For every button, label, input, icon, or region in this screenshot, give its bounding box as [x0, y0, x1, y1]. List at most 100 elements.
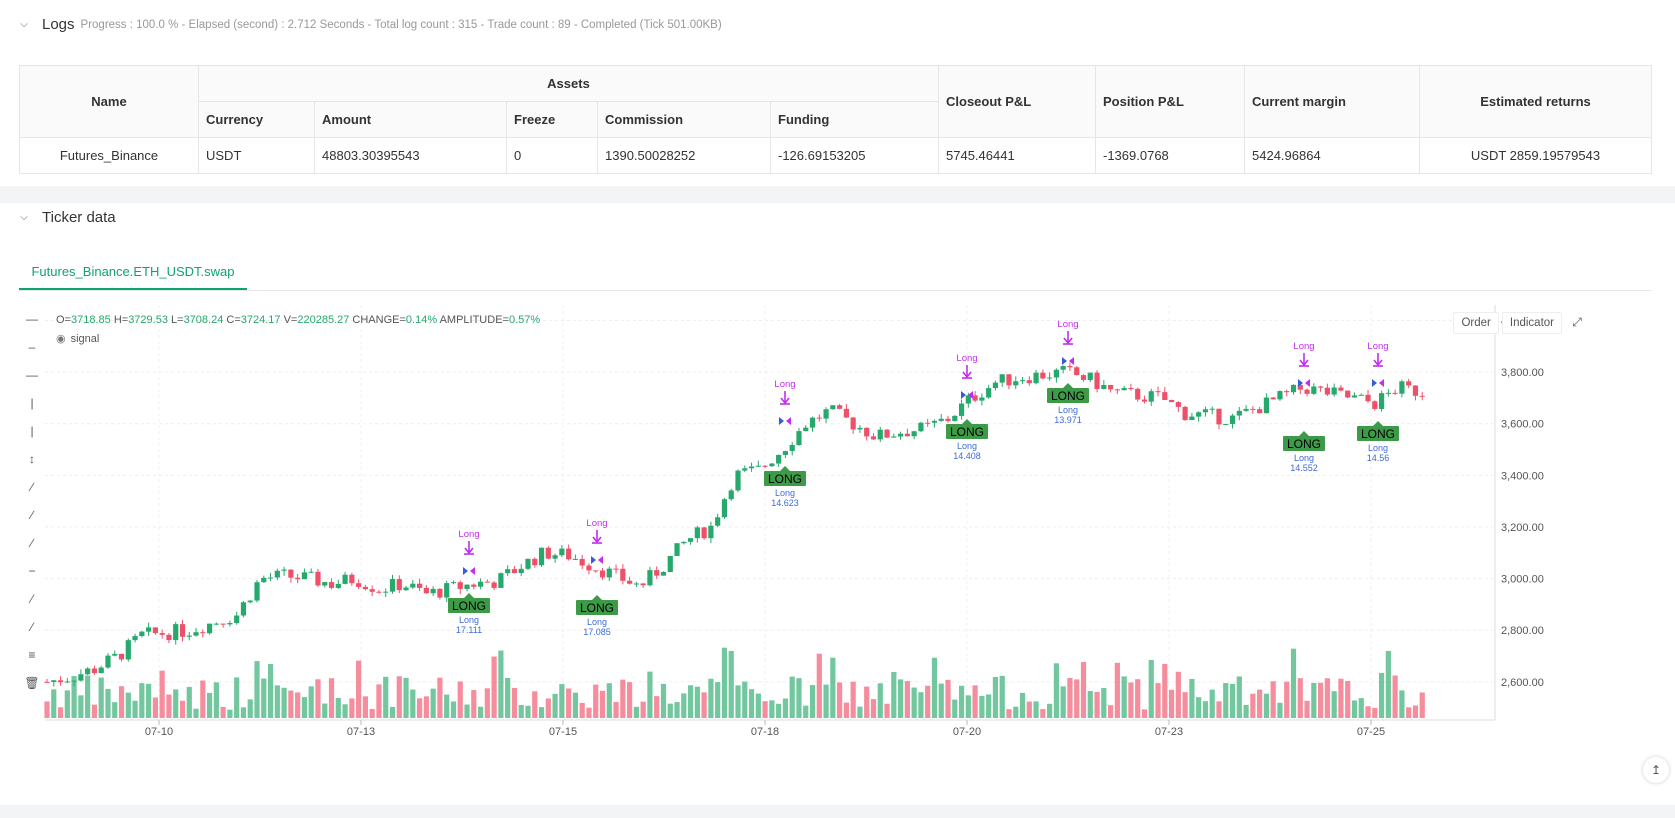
volume-bar [735, 685, 741, 718]
horizontal-lines-icon[interactable]: ≡ [28, 648, 36, 662]
parallel-channel-icon[interactable]: ⁄ [30, 592, 33, 606]
cell-closeout-pnl: 5745.46441 [938, 137, 1096, 174]
volume-bar [1101, 688, 1107, 718]
volume-bar [1019, 692, 1026, 718]
vertical-line-icon[interactable]: | [30, 424, 34, 438]
candle-body [383, 591, 389, 593]
candle-body [1087, 372, 1093, 380]
volume-bar [403, 677, 409, 718]
h-value: 3729.53 [128, 314, 168, 326]
horizontal-line-icon[interactable]: – [28, 340, 36, 354]
candle-body [559, 548, 565, 556]
candle-body [261, 577, 267, 583]
candle-body [1162, 392, 1168, 400]
candle-body [356, 583, 362, 587]
candle-body [444, 583, 450, 598]
candle-body [146, 627, 152, 632]
candle-body [234, 615, 240, 624]
tab-eth-usdt-swap[interactable]: Futures_Binance.ETH_USDT.swap [19, 254, 247, 290]
candle-body [586, 565, 592, 571]
price-line-icon[interactable]: − [28, 564, 36, 578]
volume-bar [1365, 706, 1371, 718]
horizontal-segment-icon[interactable]: — [26, 368, 38, 382]
candle-body [958, 403, 965, 416]
candle-body [789, 445, 795, 452]
candle-body [681, 541, 687, 544]
candle-body [98, 667, 104, 674]
long-badge-text: LONG [1051, 389, 1085, 403]
volume-bar [51, 689, 57, 718]
volume-bar [1148, 659, 1154, 718]
trend-line-icon[interactable]: ∕ [30, 480, 33, 494]
long-value-label: 14.552 [1290, 463, 1318, 473]
v-value: 220285.27 [297, 314, 350, 326]
entry-marker [470, 567, 475, 575]
l-label: L= [171, 314, 184, 326]
volume-bar [322, 703, 328, 718]
volume-bar [816, 653, 822, 718]
candle-body [1229, 415, 1236, 424]
fib-lines-icon[interactable]: ⁄ [30, 620, 33, 634]
expand-icon[interactable]: ⤢ [1572, 314, 1582, 329]
th-estimated-returns: Estimated returns [1419, 65, 1652, 138]
indicator-button[interactable]: Indicator [1501, 312, 1562, 334]
volume-bar [1378, 672, 1385, 718]
volume-bar [1290, 648, 1297, 718]
volume-bar [1155, 683, 1161, 718]
volume-bar [247, 699, 253, 718]
signal-legend[interactable]: ◉ signal [56, 332, 99, 346]
candle-body [1013, 381, 1019, 386]
ticker-header[interactable]: ⌵ Ticker data [18, 209, 115, 226]
long-badge [764, 471, 806, 486]
segment-line-icon[interactable]: ∕ [30, 536, 33, 550]
volume-bar [1006, 709, 1012, 718]
volume-bar [301, 697, 308, 718]
volume-bar [498, 650, 504, 718]
volume-bar [430, 688, 436, 718]
chevron-down-icon[interactable]: ⌵ [20, 19, 28, 30]
volume-bar [762, 701, 768, 718]
candle-body [1135, 388, 1141, 400]
volume-bar [532, 691, 538, 718]
candle-body [1202, 409, 1209, 413]
candlestick-chart[interactable]: 4,000.003,800.003,600.003,400.003,200.00… [19, 305, 1652, 795]
volume-bar [505, 678, 511, 718]
ohlc-readout: O=3718.85 H=3729.53 L=3708.24 C=3724.17 … [56, 314, 540, 326]
candle-body [1324, 387, 1330, 395]
signal-arrow-head [464, 547, 474, 555]
long-pointer [592, 595, 602, 600]
volume-bar [44, 701, 50, 718]
horizontal-ray-icon[interactable]: — [26, 312, 38, 326]
candle-body [532, 558, 538, 566]
candle-body [308, 571, 314, 573]
candle-body [715, 517, 721, 526]
candle-body [410, 583, 416, 588]
order-button[interactable]: Order [1453, 312, 1499, 334]
signal-arrow-head [1063, 337, 1073, 345]
scroll-top-button[interactable]: ↥ [1643, 757, 1669, 783]
volume-bar [1182, 692, 1188, 718]
chevron-down-icon[interactable]: ⌵ [20, 212, 28, 223]
volume-bar [457, 681, 463, 718]
chart-area[interactable]: 4,000.003,800.003,600.003,400.003,200.00… [19, 305, 1652, 795]
long-badge-text: LONG [1361, 427, 1395, 441]
vertical-segment-icon[interactable]: ↕ [29, 452, 35, 466]
candle-body [295, 577, 301, 580]
logs-header[interactable]: ⌵ Logs Progress : 100.0 % - Elapsed (sec… [18, 16, 721, 33]
long-badge [946, 424, 988, 439]
chart-top-buttons: Order Indicator [1450, 312, 1562, 334]
volume-bar [1257, 689, 1263, 718]
volume-bar [1243, 704, 1249, 718]
volume-bar [559, 684, 565, 718]
th-commission: Commission [597, 101, 771, 138]
candle-body [139, 631, 145, 637]
ray-line-icon[interactable]: ∕ [30, 508, 33, 522]
vertical-ray-icon[interactable]: | [30, 396, 34, 410]
trash-icon[interactable]: 🗑 [24, 676, 40, 690]
candle-body [687, 538, 694, 542]
signal-arrow-head [592, 536, 602, 544]
eye-icon[interactable]: ◉ [56, 333, 66, 345]
volume-bar [640, 701, 646, 718]
volume-bar [850, 681, 856, 718]
candle-body [837, 405, 843, 409]
